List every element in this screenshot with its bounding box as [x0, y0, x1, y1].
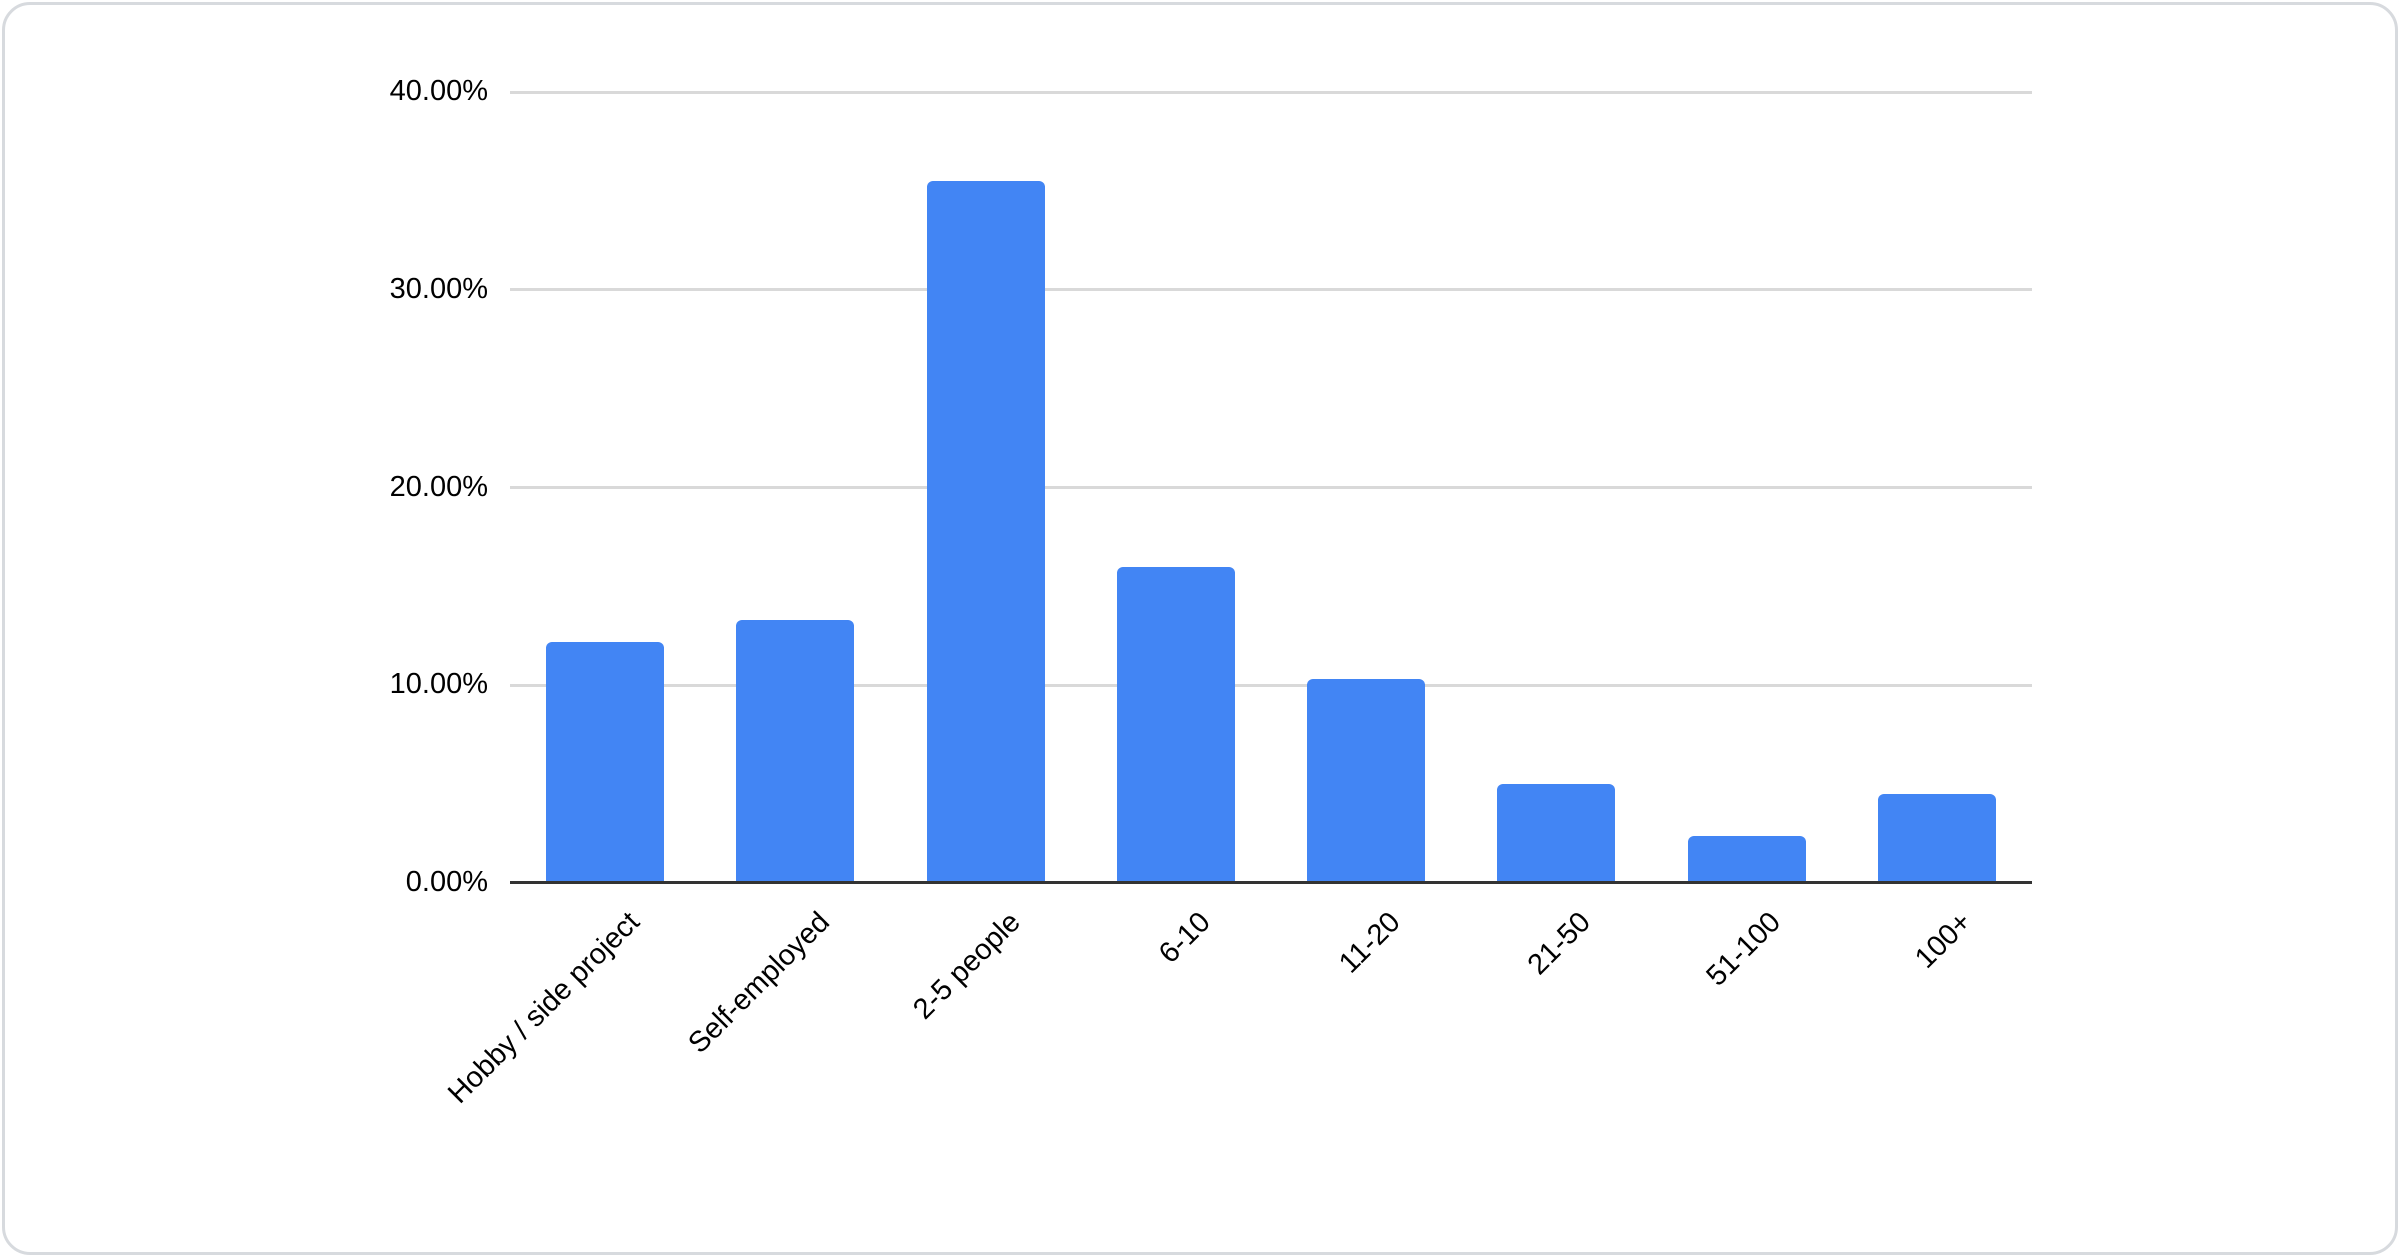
x-axis-line: [510, 881, 2032, 884]
bar[interactable]: [736, 620, 855, 883]
bar[interactable]: [1307, 679, 1426, 883]
plot-area: [510, 90, 2032, 884]
bar[interactable]: [1877, 794, 1996, 883]
y-axis-tick-label: 10.00%: [389, 668, 488, 701]
gridline: [510, 288, 2032, 292]
y-axis-tick-label: 30.00%: [389, 272, 488, 305]
y-axis-tick-label: 0.00%: [405, 865, 488, 898]
y-axis-tick-label: 40.00%: [389, 74, 488, 107]
bar[interactable]: [1497, 784, 1616, 883]
gridline: [510, 683, 2032, 687]
bar[interactable]: [546, 641, 665, 883]
y-axis-tick-label: 20.00%: [389, 470, 488, 503]
bar[interactable]: [1116, 566, 1235, 883]
bar[interactable]: [1687, 835, 1806, 883]
gridline: [510, 486, 2032, 489]
bar[interactable]: [926, 181, 1045, 883]
gridline: [510, 90, 2032, 94]
